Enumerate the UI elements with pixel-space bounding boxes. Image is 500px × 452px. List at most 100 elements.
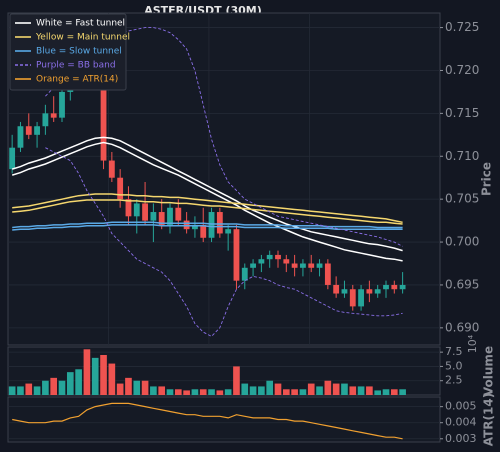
indicator-line [11,136,403,252]
volume-bar [199,389,207,395]
candle-body [275,254,281,260]
candle-body [358,289,364,307]
candle-body [399,284,406,290]
volume-bar [307,383,315,395]
volume-bar [183,390,190,395]
candle-body [258,259,265,264]
volume-bar [17,386,24,395]
candle-body [233,229,240,281]
volume-bar [91,357,99,395]
candle-body [9,147,16,170]
volume-bar [357,386,365,395]
y-tick-label: 5.0 [445,359,463,372]
volume-bar [374,390,382,395]
candle-body [167,207,173,225]
candle-body [183,220,190,230]
volume-bar [266,380,274,395]
candle-body [208,212,215,238]
candle-body [142,203,148,221]
y-tick-label: 0.715 [445,106,479,120]
legend-label: Purple = BB band [36,61,116,71]
volume-bar [332,383,340,395]
candle-body [175,207,182,221]
volume-bar [282,389,290,395]
candle-body [133,203,140,217]
legend-label: Yellow = Main tunnel [35,33,130,43]
volume-bar [216,390,224,395]
candle-body [308,263,315,268]
candle-body [225,229,232,234]
legend-label: White = Fast tunnel [36,19,125,29]
volume-bar [390,389,398,395]
y-tick-label: 7.5 [445,345,463,358]
legend: White = Fast tunnel Yellow = Main tunnel B… [9,13,130,91]
atr-line [12,402,403,440]
volume-bar [233,366,240,395]
volume-bar [191,389,199,395]
y-tick-label: 2.5 [445,374,463,387]
candle-body [341,289,348,294]
y-tick-label: 0.003 [445,432,477,445]
volume-bar [8,386,16,395]
volume-bar [25,383,33,395]
volume-bar [141,380,149,395]
legend-label: Orange = ATR(14) [36,75,118,85]
y-tick-label: 0.004 [445,416,477,429]
candle-body [200,224,207,238]
indicator-line [12,224,403,231]
candle-body [216,212,223,234]
y-tick-label: 0.720 [445,63,479,77]
candle-body [192,224,198,230]
volume-bar [291,389,298,395]
candle-body [158,212,165,225]
volume-bar [174,389,182,395]
candle-body [100,61,107,161]
volume-bar [75,369,82,395]
indicator-line [12,193,403,224]
plot-area [7,396,441,443]
candle-body [366,289,373,294]
indicator-line [12,221,403,229]
volume-bar [108,363,116,395]
candle-body [266,254,273,260]
volume-bar [274,383,282,395]
volume-bar [158,386,166,395]
volume-bar [224,389,232,395]
volume-bar [208,389,215,395]
candle-body [283,259,290,264]
candle-body [291,263,298,268]
volume-bar [33,386,41,395]
y-tick-label: 0.700 [445,235,479,249]
volume-bar [100,355,107,395]
volume-bar [341,383,348,395]
y-tick-label: 0.690 [445,320,479,334]
volume-bar [66,372,74,395]
volume-bar [258,386,265,395]
volume-bar [316,386,323,395]
candle-body [324,263,331,285]
candle-body [117,177,124,200]
volume-bar [133,380,141,395]
candle-body [391,284,398,290]
volume-bar [83,349,91,395]
candle-body [333,284,340,294]
candle-body [59,91,65,118]
volume-bar [382,389,390,395]
volume-bar [125,377,132,395]
candle-body [349,289,356,307]
candle-body [316,263,323,268]
volume-bar [50,377,58,395]
candle-body [42,113,49,127]
volume-bar [116,383,124,395]
indicator-line [12,199,403,225]
y-tick-label: 0.725 [445,20,479,34]
y-tick-label: 0.705 [445,192,479,206]
candle-body [125,199,132,217]
volume-bar [58,380,66,395]
candle-body [34,126,40,135]
y-tick-label: 0.005 [445,400,477,413]
candle-body [241,267,248,281]
y-tick-label: 0.695 [445,277,479,291]
candle-body [17,126,24,148]
